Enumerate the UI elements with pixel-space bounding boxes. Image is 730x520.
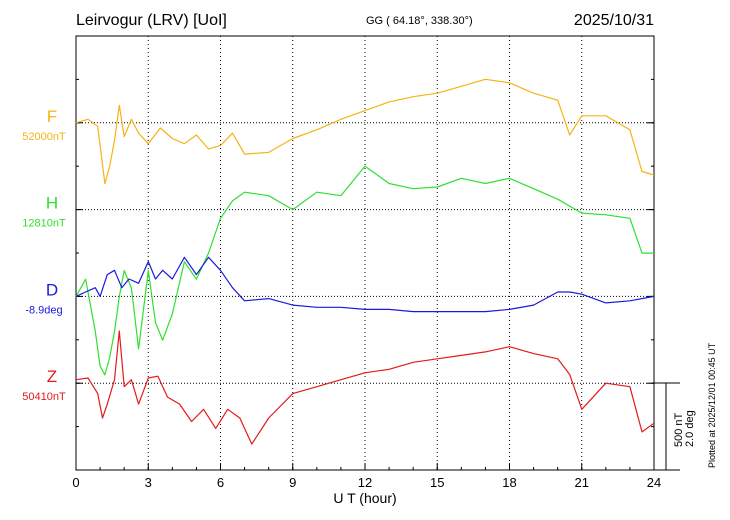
x-tick-label: 21 [575, 475, 589, 490]
station-title: Leirvogur (LRV) [UoI] [76, 12, 227, 29]
series-name-h: H [46, 194, 58, 213]
series-baseline-d: -8.9deg [25, 304, 62, 316]
axis-ticks: 0 3 6 9 12 15 18 21 24 [72, 35, 661, 490]
series-line-d [75, 256, 655, 313]
x-axis-label: U T (hour) [333, 490, 396, 506]
x-tick-label: 24 [647, 475, 661, 490]
series-baseline-f: 52000nT [22, 131, 66, 143]
series-name-d: D [46, 280, 58, 299]
plotted-note: Plotted at 2025/12/01 00:45 UT [707, 342, 717, 468]
scale-bar: 500 nT 2.0 deg [654, 382, 696, 471]
series-line-z [75, 330, 655, 445]
x-tick-label: 12 [358, 475, 372, 490]
x-tick-label: 0 [72, 475, 79, 490]
series-baseline-z: 50410nT [22, 391, 66, 403]
series-line-f [75, 78, 655, 185]
scale-bar-nt: 500 nT [673, 412, 685, 447]
series-name-z: Z [47, 367, 57, 386]
station-coords: GG ( 64.18°, 338.30°) [366, 15, 473, 27]
chart-date: 2025/10/31 [574, 12, 654, 29]
grid-lines [76, 36, 654, 470]
x-tick-label: 9 [289, 475, 296, 490]
series-name-f: F [47, 107, 57, 126]
series-labels: F 52000nT H 12810nT D -8.9deg Z 50410nT [22, 107, 66, 403]
series-line-h [75, 165, 654, 376]
x-tick-label: 3 [145, 475, 152, 490]
series-layer [75, 78, 655, 445]
scale-bar-deg: 2.0 deg [684, 410, 696, 447]
x-tick-label: 15 [430, 475, 444, 490]
x-tick-label: 6 [217, 475, 224, 490]
series-baseline-h: 12810nT [22, 218, 66, 230]
x-tick-label: 18 [502, 475, 516, 490]
